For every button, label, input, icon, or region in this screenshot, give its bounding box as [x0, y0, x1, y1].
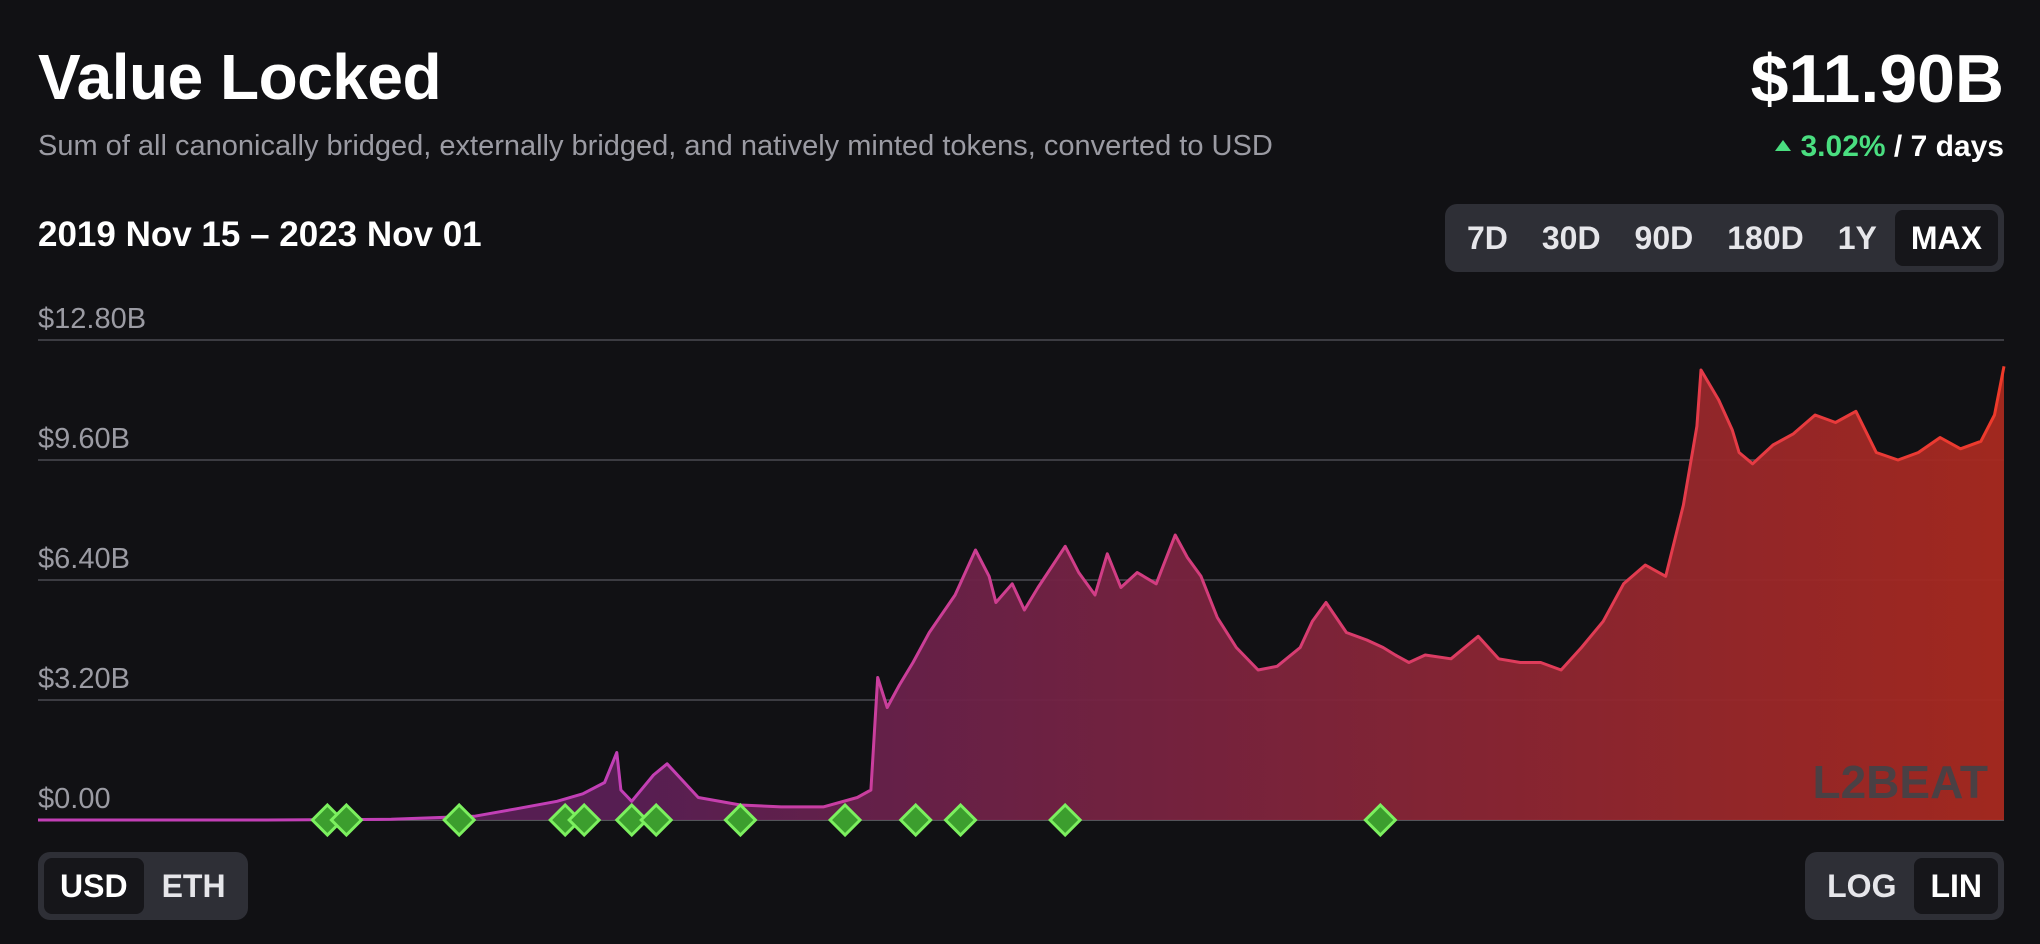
timeframe-7d[interactable]: 7D — [1466, 220, 1508, 256]
y-tick-label: $3.20B — [38, 663, 130, 695]
scale-log[interactable]: LOG — [1827, 868, 1897, 904]
page-title: Value Locked — [38, 41, 442, 113]
timeframe-max[interactable]: MAX — [1894, 210, 1998, 266]
milestone-marker[interactable] — [1363, 802, 1398, 838]
milestone-marker[interactable] — [898, 802, 933, 838]
milestone-markers — [310, 802, 1398, 838]
timeframe-30d[interactable]: 30D — [1541, 220, 1601, 256]
currency-usd[interactable]: USD — [44, 858, 144, 914]
currency-eth[interactable]: ETH — [161, 868, 226, 904]
date-range: 2019 Nov 15 – 2023 Nov 01 — [38, 215, 482, 254]
scale-selector: LOG LIN — [1805, 852, 2004, 920]
change-percent: 3.02% — [1800, 130, 1886, 163]
value-locked-line — [38, 366, 2006, 822]
change-indicator: 3.02% / 7 days — [1774, 130, 2004, 164]
timeframe-selector: 7D 30D 90D 180D 1Y MAX — [1444, 204, 2004, 272]
change-period: / 7 days — [1893, 130, 2004, 163]
milestone-marker[interactable] — [827, 802, 863, 838]
milestone-marker[interactable] — [723, 802, 758, 838]
milestone-marker[interactable] — [442, 802, 477, 838]
scale-lin[interactable]: LIN — [1914, 858, 1998, 914]
milestone-marker[interactable] — [329, 802, 364, 838]
page-subtitle: Sum of all canonically bridged, external… — [38, 130, 1273, 162]
watermark-logo: L2BEAT — [1813, 756, 1989, 808]
y-tick-label: $12.80B — [38, 303, 146, 335]
total-value: $11.90B — [1750, 41, 2004, 117]
milestone-marker[interactable] — [1048, 802, 1083, 838]
up-arrow-icon — [1774, 140, 1791, 151]
timeframe-90d[interactable]: 90D — [1634, 220, 1694, 256]
value-locked-area — [38, 366, 2004, 820]
currency-selector: USD ETH — [38, 852, 248, 920]
milestone-marker[interactable] — [567, 802, 602, 838]
y-tick-label: $6.40B — [38, 543, 130, 575]
y-tick-label: $0.00 — [38, 783, 111, 815]
y-tick-label: $9.60B — [38, 423, 130, 455]
milestone-marker[interactable] — [639, 802, 674, 838]
milestone-marker[interactable] — [943, 802, 978, 838]
timeframe-1y[interactable]: 1Y — [1837, 220, 1877, 256]
milestone-marker[interactable] — [614, 802, 649, 838]
timeframe-180d[interactable]: 180D — [1727, 220, 1804, 256]
